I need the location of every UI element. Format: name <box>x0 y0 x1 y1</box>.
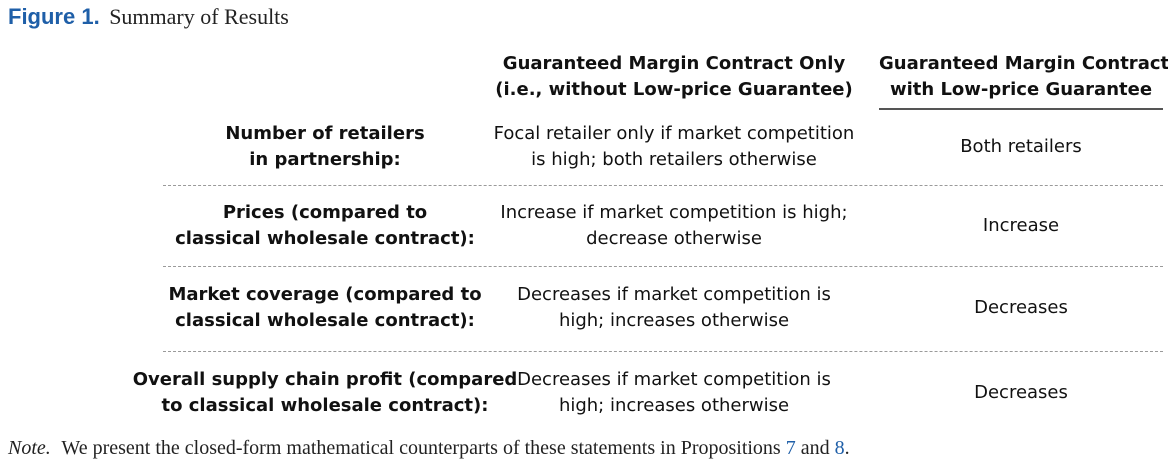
figure-label: Figure 1. <box>8 4 100 29</box>
proposition-7-link[interactable]: 7 <box>785 437 796 459</box>
row-divider <box>163 351 1163 352</box>
cell-coverage-low-price: Decreases <box>879 295 1163 321</box>
cell-line: Increase if market competition is high; <box>500 202 848 223</box>
row-label-line: Market coverage (compared to <box>168 284 482 305</box>
cell-line: Increase <box>982 215 1060 236</box>
row-divider <box>163 266 1163 267</box>
cell-line: Focal retailer only if market competitio… <box>493 123 855 144</box>
row-label-line: in partnership: <box>249 149 401 170</box>
cell-prices-margin-only: Increase if market competition is high; … <box>474 200 874 252</box>
cell-retailers-low-price: Both retailers <box>879 134 1163 160</box>
header-rule <box>879 108 1163 110</box>
cell-line: Decreases if market competition is <box>517 369 831 390</box>
cell-line: Both retailers <box>960 136 1082 157</box>
figure-caption: Figure 1. Summary of Results <box>8 4 289 30</box>
cell-line: Decreases <box>974 382 1068 403</box>
cell-line: Decreases if market competition is <box>517 284 831 305</box>
note-conjunction: and <box>800 437 830 459</box>
cell-line: Decreases <box>974 297 1068 318</box>
column-header-line: Guaranteed Margin Contract Only <box>502 53 846 74</box>
row-label-line: Overall supply chain profit (compared <box>132 369 518 390</box>
row-label-line: classical wholesale contract): <box>175 310 475 331</box>
cell-prices-low-price: Increase <box>879 213 1163 239</box>
row-label-retailers: Number of retailers in partnership: <box>110 121 540 173</box>
row-label-prices: Prices (compared to classical wholesale … <box>110 200 540 252</box>
proposition-8-link[interactable]: 8 <box>834 437 845 459</box>
column-header-line: with Low-price Guarantee <box>889 79 1153 100</box>
note-text: We present the closed-form mathematical … <box>61 437 781 459</box>
row-label-supply-chain-profit: Overall supply chain profit (compared to… <box>110 367 540 419</box>
cell-line: high; increases otherwise <box>558 395 790 416</box>
cell-line: decrease otherwise <box>586 228 762 249</box>
note-period: . <box>844 437 850 459</box>
row-label-line: to classical wholesale contract): <box>161 395 489 416</box>
column-header-with-low-price-guarantee: Guaranteed Margin Contract with Low-pric… <box>879 51 1168 103</box>
cell-line: is high; both retailers otherwise <box>531 149 817 170</box>
cell-retailers-margin-only: Focal retailer only if market competitio… <box>474 121 874 173</box>
cell-profit-margin-only: Decreases if market competition is high;… <box>474 367 874 419</box>
row-label-line: Number of retailers <box>225 123 425 144</box>
column-header-line: Guaranteed Margin Contract <box>879 53 1168 74</box>
row-label-line: classical wholesale contract): <box>175 228 475 249</box>
column-header-guaranteed-margin-only: Guaranteed Margin Contract Only (i.e., w… <box>474 51 874 103</box>
row-label-line: Prices (compared to <box>222 202 428 223</box>
row-label-market-coverage: Market coverage (compared to classical w… <box>110 282 540 334</box>
cell-line: high; increases otherwise <box>558 310 790 331</box>
cell-coverage-margin-only: Decreases if market competition is high;… <box>474 282 874 334</box>
column-header-line: (i.e., without Low-price Guarantee) <box>495 79 853 100</box>
note-label: Note. <box>8 437 51 459</box>
row-divider <box>163 185 1163 186</box>
cell-profit-low-price: Decreases <box>879 380 1163 406</box>
figure-title: Summary of Results <box>109 4 289 29</box>
figure-note: Note. We present the closed-form mathema… <box>8 437 850 460</box>
